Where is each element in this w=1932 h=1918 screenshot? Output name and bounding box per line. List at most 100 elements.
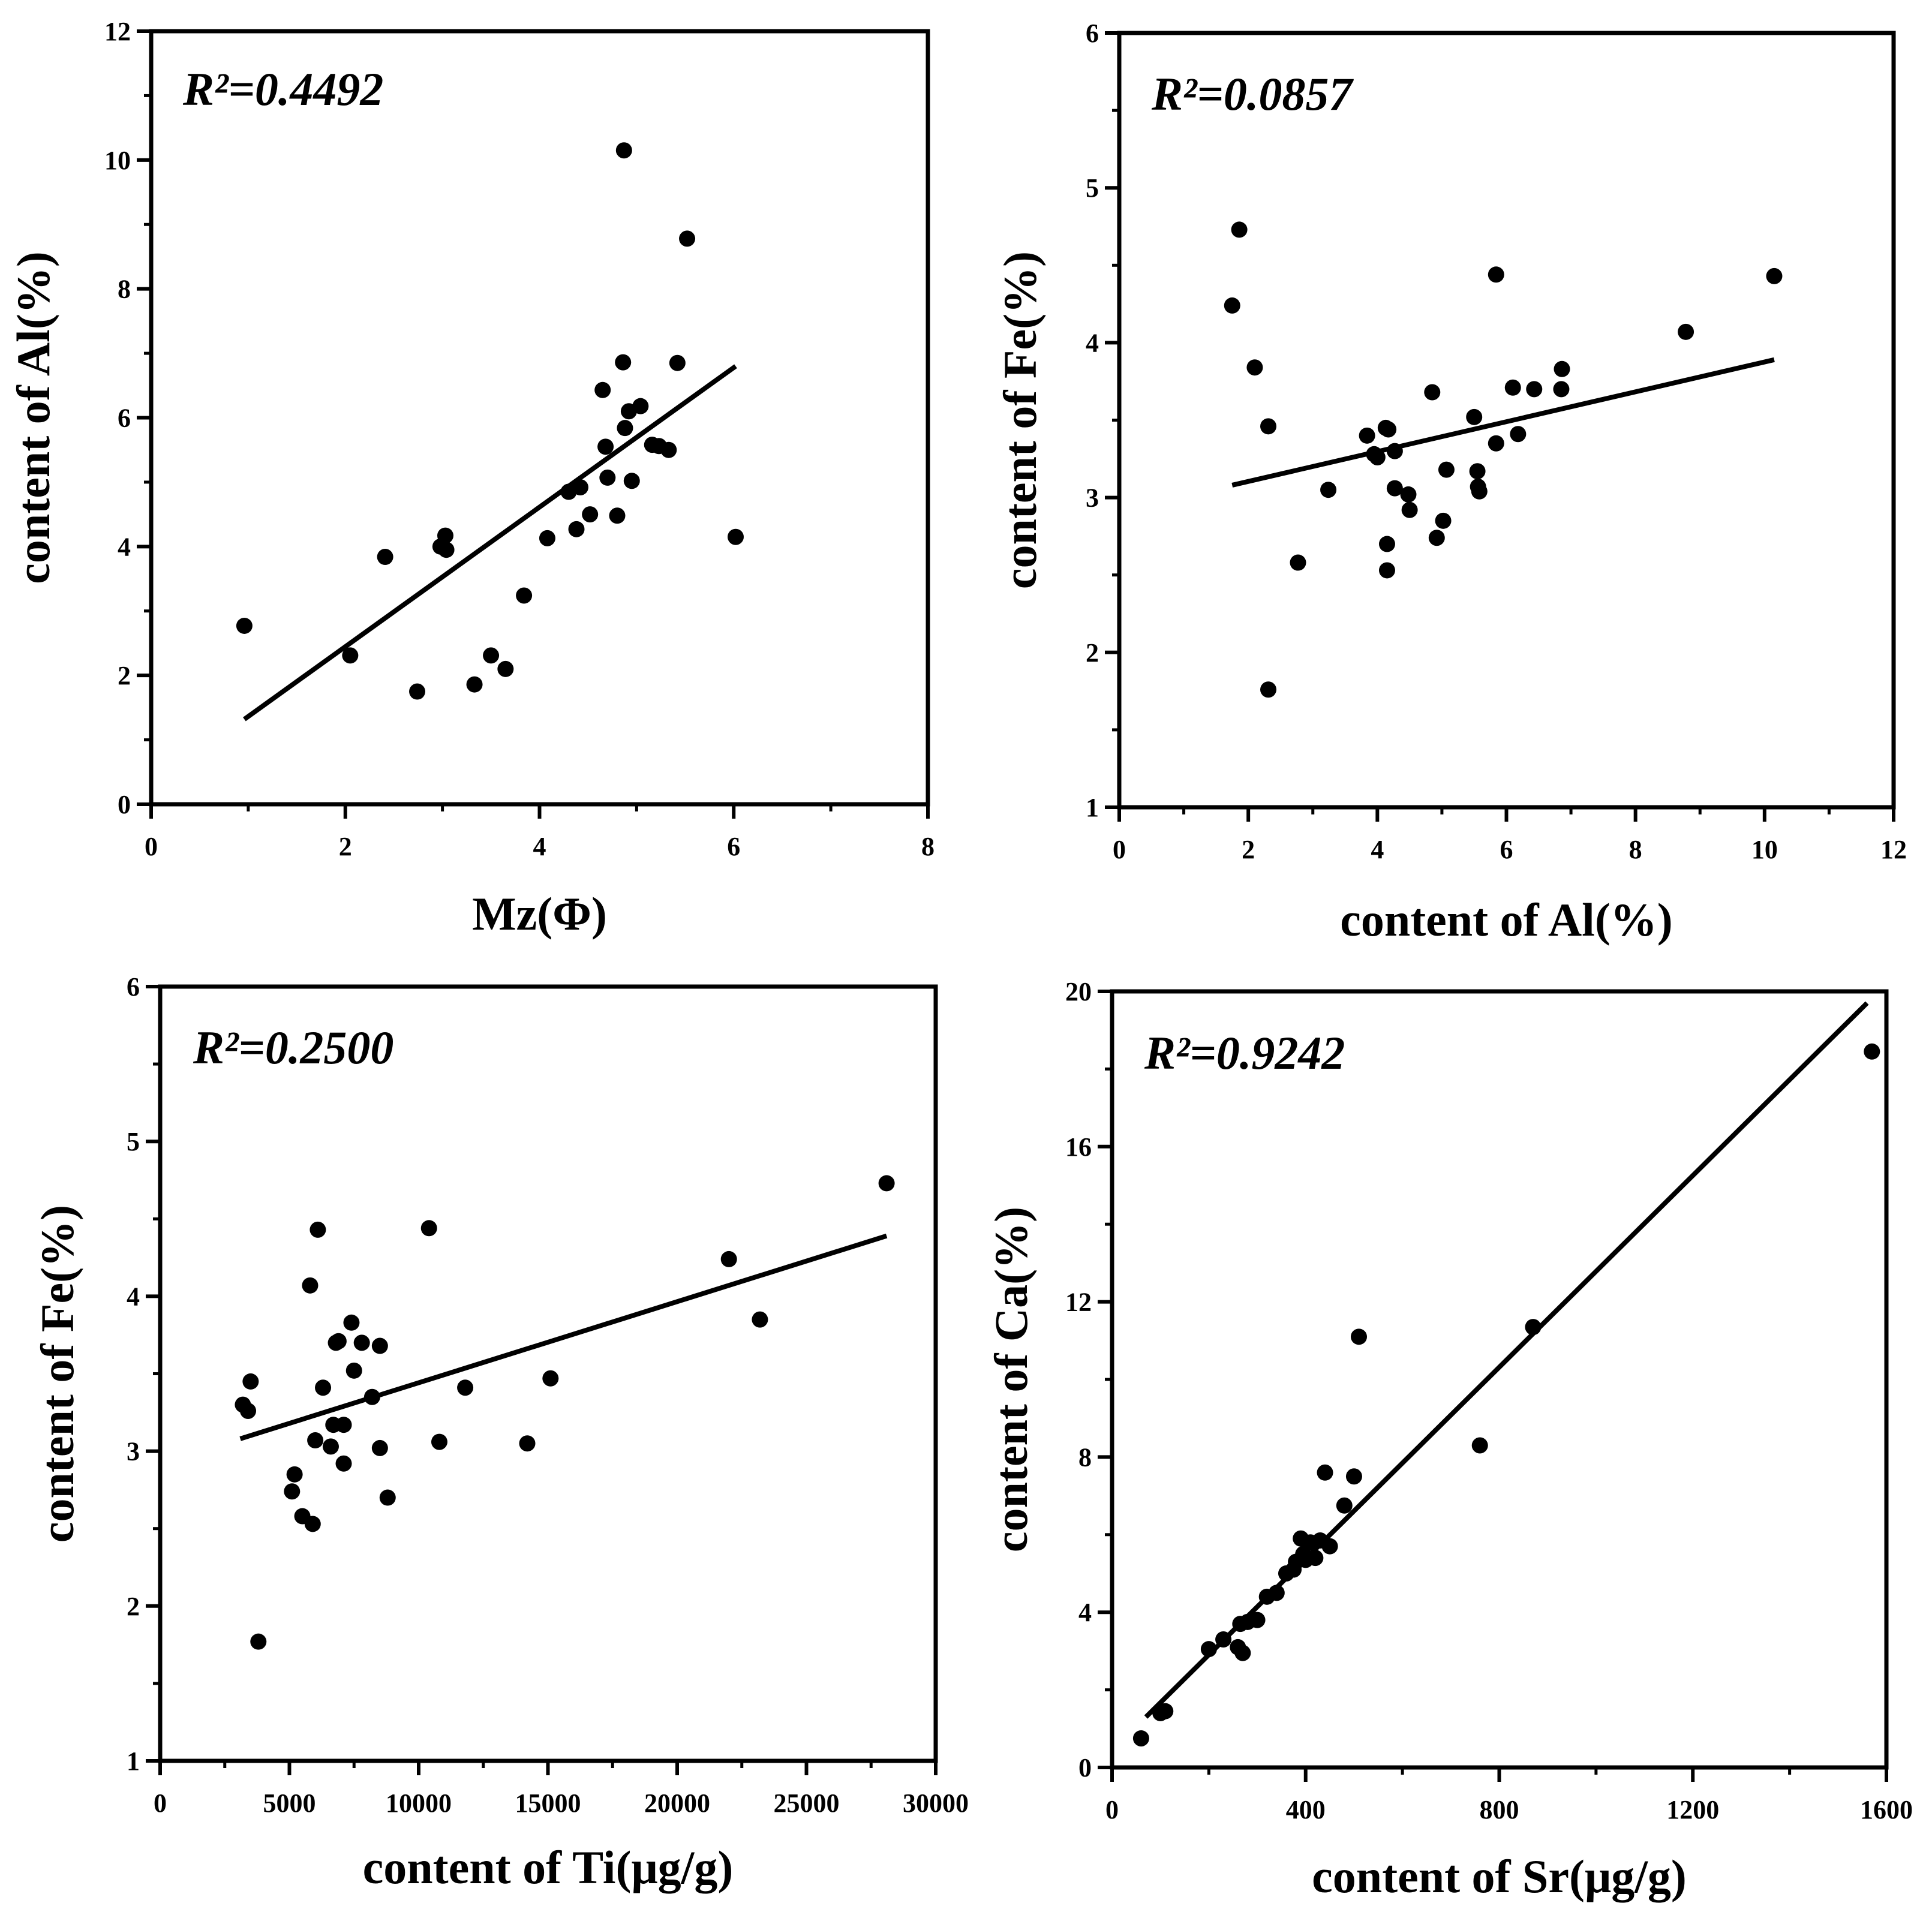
data-point — [542, 1370, 559, 1387]
data-point — [1260, 418, 1277, 435]
data-point — [483, 647, 500, 664]
x-tick-label: 8 — [921, 832, 935, 861]
data-point — [1469, 463, 1486, 480]
y-tick-label: 0 — [118, 790, 131, 819]
data-point — [438, 542, 455, 558]
data-point — [307, 1432, 324, 1449]
data-point — [1157, 1703, 1174, 1719]
x-tick-label: 10000 — [386, 1788, 452, 1818]
y-tick-label: 5 — [1086, 173, 1099, 203]
y-tick-label: 1 — [127, 1746, 140, 1776]
data-point — [302, 1277, 319, 1294]
data-point — [497, 660, 514, 677]
data-point — [1510, 426, 1527, 443]
x-tick-label: 2 — [1242, 835, 1255, 864]
x-tick-label: 0 — [1113, 835, 1126, 864]
y-axis-label: content of Ca(%) — [985, 1207, 1037, 1552]
y-tick-label: 2 — [118, 661, 131, 690]
data-point — [1336, 1497, 1353, 1514]
data-point — [242, 1373, 259, 1390]
x-tick-label: 6 — [1500, 835, 1513, 864]
x-tick-label: 4 — [1371, 835, 1384, 864]
x-tick-label: 2 — [339, 832, 352, 861]
data-point — [371, 1337, 388, 1354]
data-point — [1290, 554, 1306, 571]
x-tick-label: 0 — [154, 1788, 167, 1818]
data-point — [330, 1333, 347, 1349]
data-point — [615, 142, 632, 159]
data-point — [1351, 1328, 1368, 1345]
data-point — [345, 1362, 362, 1379]
data-point — [1504, 379, 1521, 396]
data-point — [1864, 1043, 1880, 1060]
data-point — [1386, 443, 1403, 459]
y-tick-label: 6 — [118, 404, 131, 433]
data-point — [582, 506, 599, 523]
data-point — [1380, 421, 1397, 438]
data-point — [1525, 1319, 1542, 1336]
data-point — [1231, 221, 1248, 238]
x-tick-label: 8 — [1629, 835, 1642, 864]
y-tick-label: 4 — [127, 1282, 140, 1311]
r-squared-annotation: R²=0.0857 — [1151, 68, 1354, 120]
y-tick-label: 1 — [1086, 793, 1099, 822]
data-point — [322, 1438, 339, 1455]
data-point — [1200, 1641, 1217, 1658]
data-point — [1215, 1631, 1232, 1648]
data-point — [457, 1379, 474, 1396]
data-point — [1317, 1464, 1333, 1481]
data-point — [1553, 381, 1570, 398]
plot-frame — [1110, 989, 1889, 1770]
y-tick-label: 5 — [127, 1127, 140, 1156]
data-point — [236, 617, 253, 634]
data-point — [878, 1175, 895, 1192]
data-point — [539, 530, 555, 546]
data-point — [519, 1435, 536, 1452]
data-point — [240, 1402, 257, 1419]
data-point — [1321, 1538, 1338, 1555]
data-point — [617, 420, 633, 437]
data-point — [371, 1439, 388, 1456]
data-point — [437, 527, 453, 544]
x-tick-label: 1200 — [1666, 1795, 1719, 1824]
data-point — [250, 1633, 267, 1650]
x-tick-label: 12 — [1880, 835, 1907, 864]
data-point — [572, 479, 588, 496]
y-tick-label: 8 — [118, 275, 131, 304]
x-tick-label: 6 — [727, 832, 740, 861]
x-tick-label: 800 — [1480, 1795, 1519, 1824]
data-point — [1488, 435, 1504, 452]
data-point — [679, 230, 696, 247]
data-point — [353, 1334, 370, 1351]
data-point — [1386, 480, 1403, 497]
x-tick-label: 0 — [145, 832, 158, 861]
data-point — [304, 1516, 321, 1532]
plot-frame — [149, 29, 930, 807]
data-point — [623, 473, 640, 489]
data-point — [1224, 297, 1240, 314]
y-tick-label: 4 — [1078, 1598, 1092, 1627]
y-tick-label: 16 — [1065, 1132, 1092, 1162]
data-point — [1488, 266, 1504, 283]
regression-line — [1231, 357, 1775, 488]
data-point — [409, 683, 426, 700]
data-point — [632, 398, 649, 414]
data-point — [1428, 530, 1445, 546]
y-tick-label: 3 — [127, 1437, 140, 1466]
data-point — [516, 587, 533, 604]
x-axis-label: content of Ti(μg/g) — [363, 1841, 734, 1893]
data-point — [1268, 1585, 1285, 1601]
data-point — [1471, 1437, 1488, 1454]
data-point — [1359, 427, 1375, 444]
data-point — [379, 1489, 396, 1506]
data-point — [1471, 483, 1488, 500]
data-point — [310, 1221, 326, 1238]
data-point — [669, 354, 686, 371]
data-point — [466, 676, 483, 693]
data-point — [284, 1483, 301, 1500]
x-tick-label: 5000 — [263, 1788, 316, 1818]
data-point — [609, 507, 626, 524]
y-tick-label: 10 — [104, 146, 131, 175]
